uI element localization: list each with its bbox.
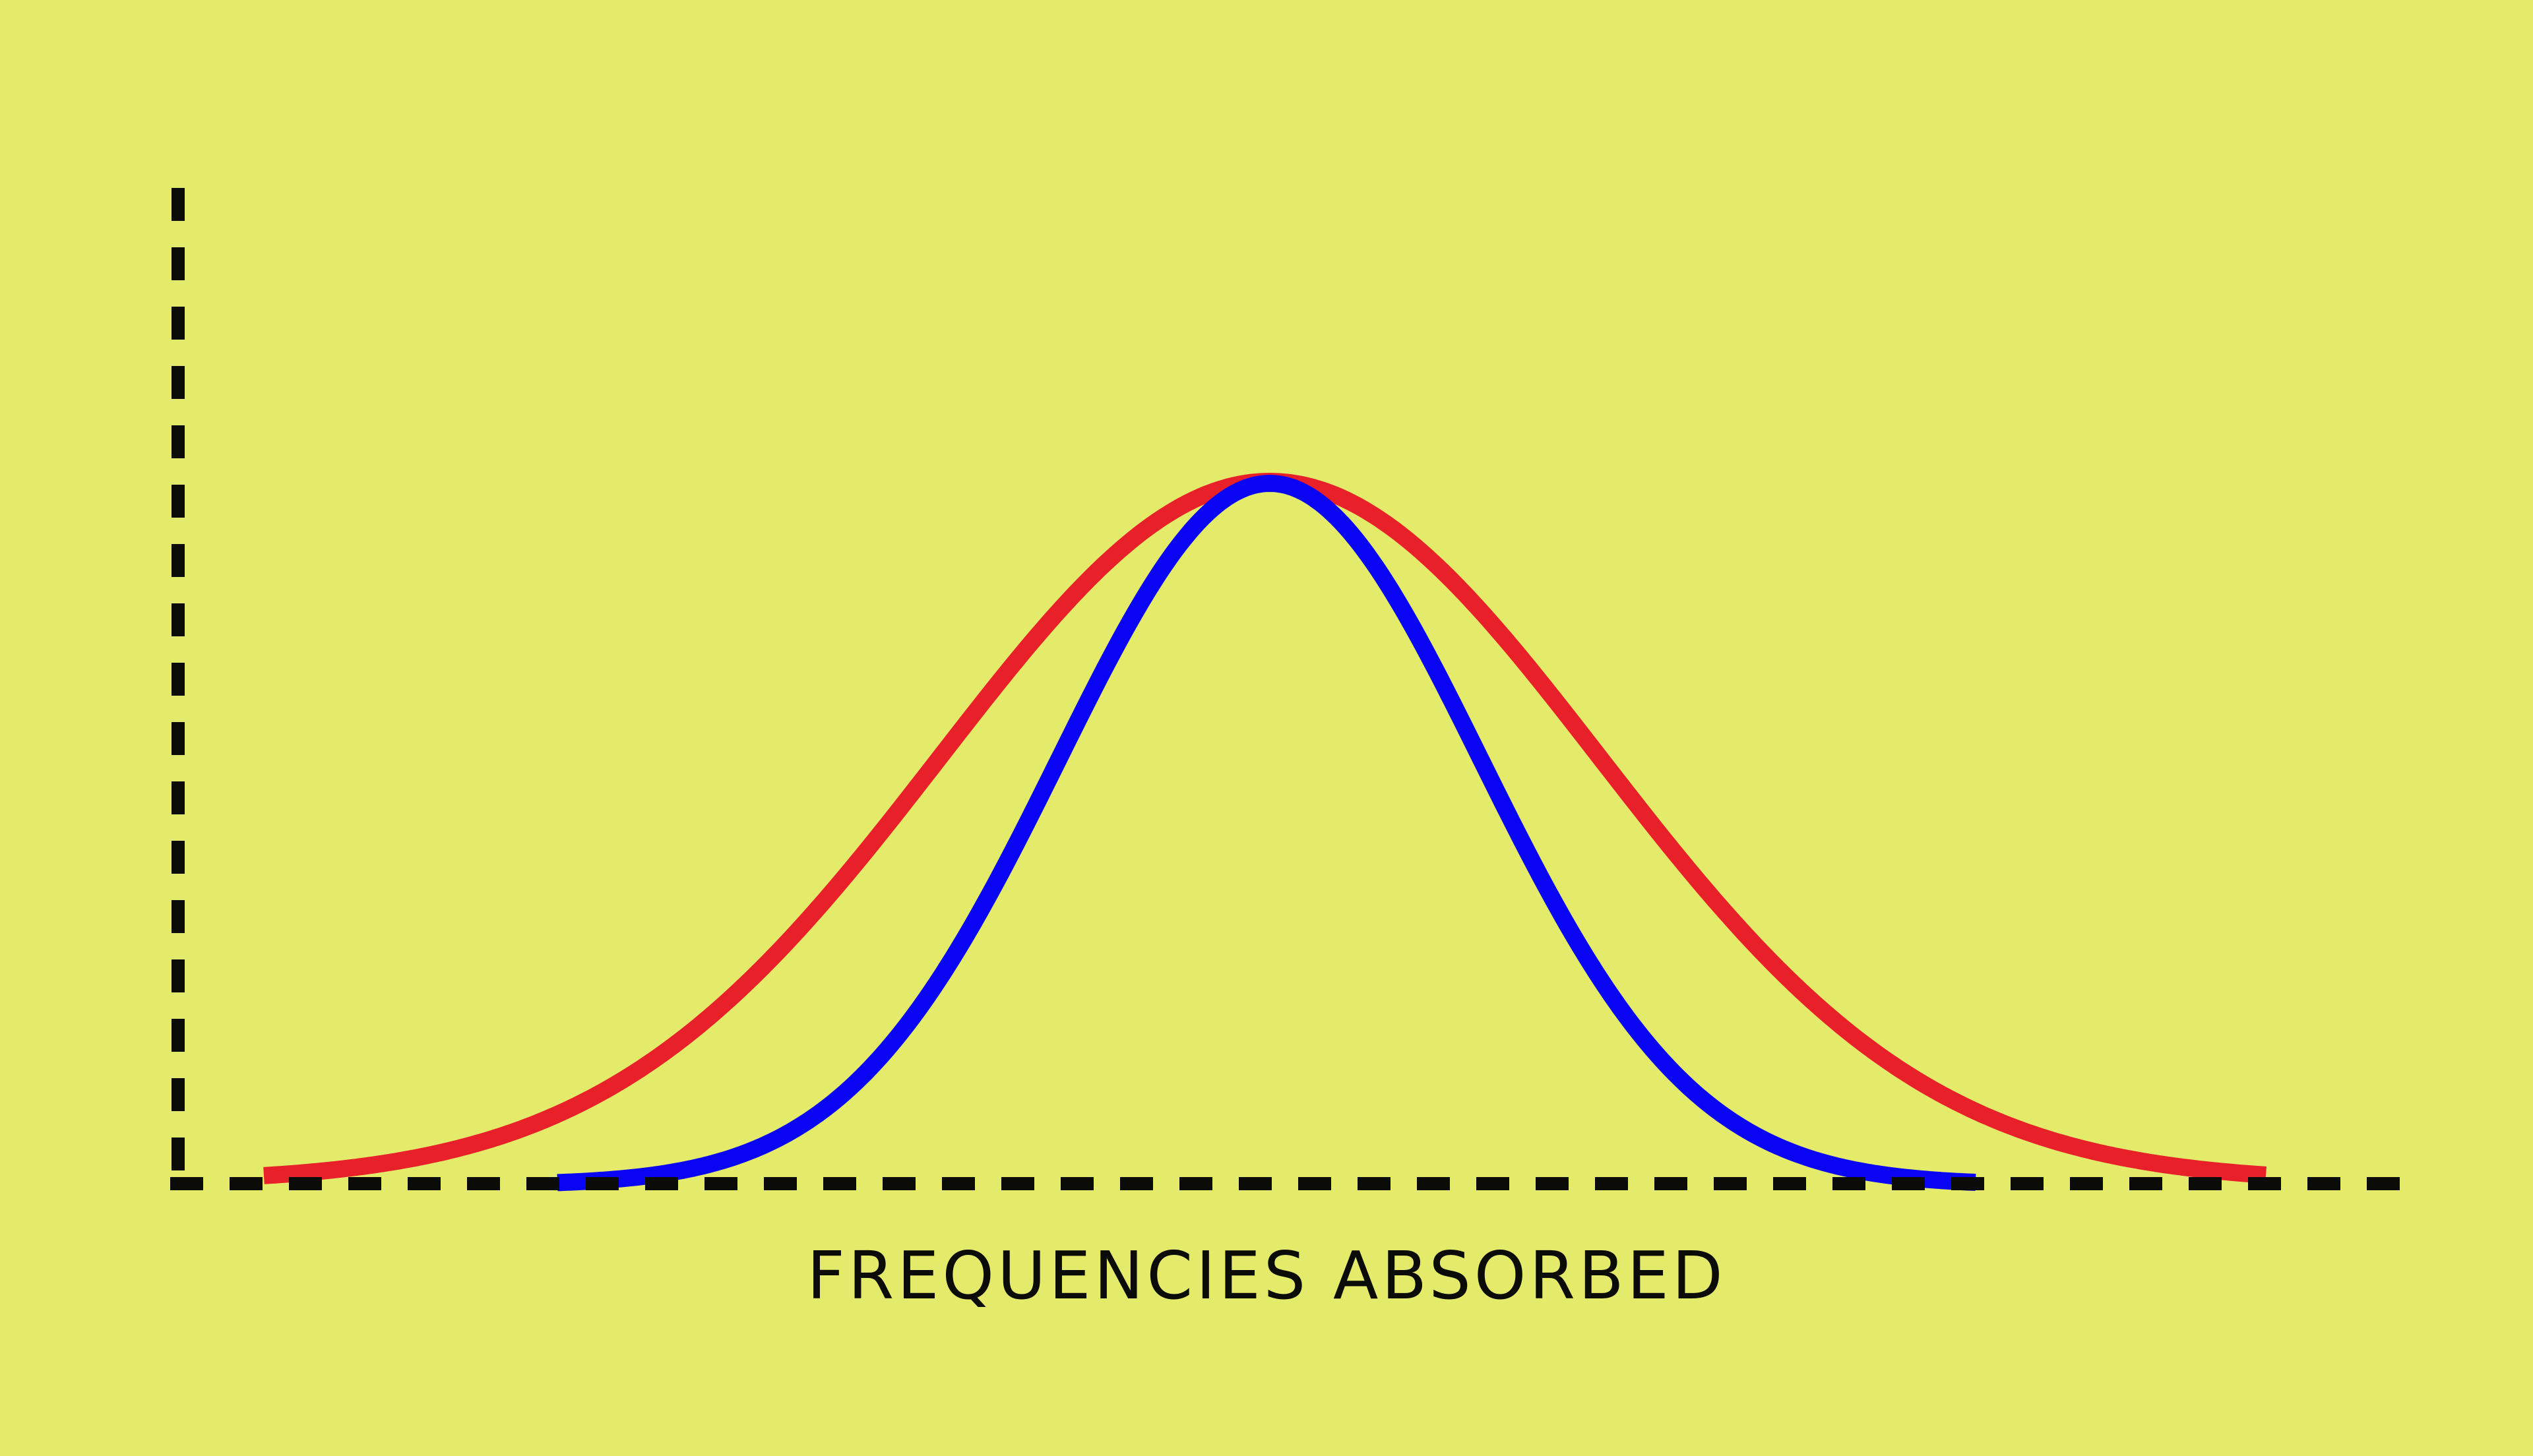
narrow-absorption-curve [557, 474, 1976, 1192]
x-axis-label: FREQUENCIES ABSORBED [807, 1237, 1726, 1314]
